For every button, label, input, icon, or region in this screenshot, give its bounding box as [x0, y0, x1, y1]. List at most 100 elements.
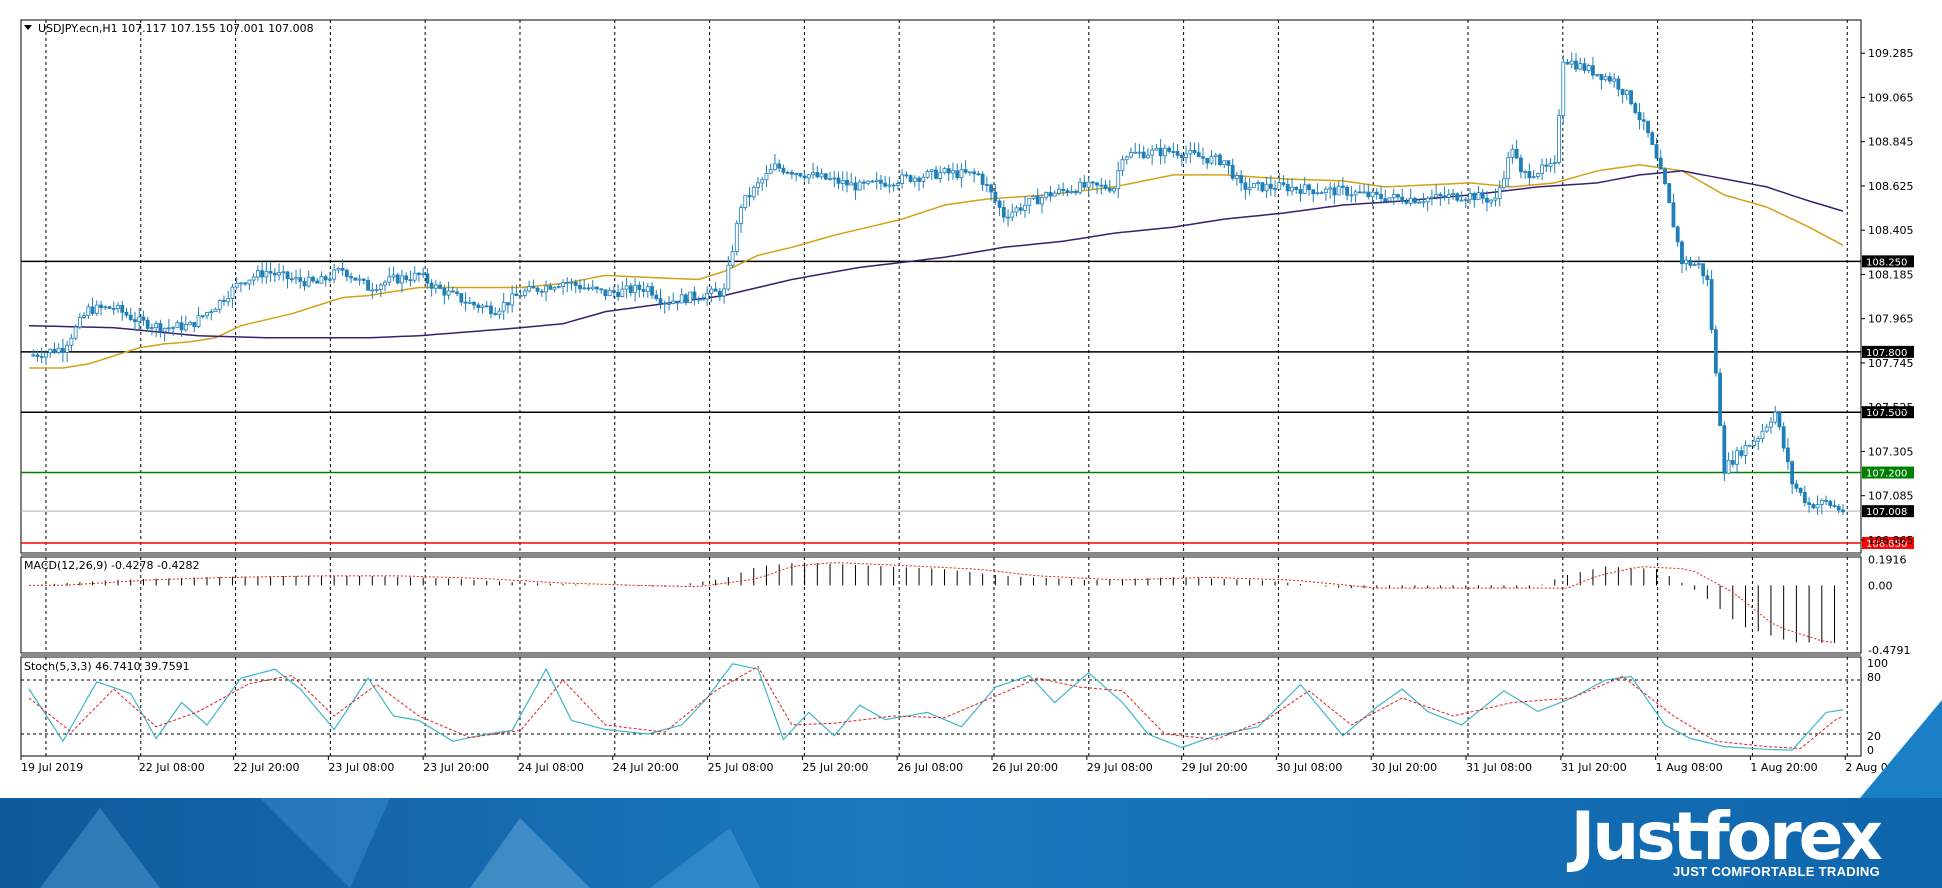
candle-body	[1815, 504, 1820, 509]
candle-body	[77, 317, 82, 328]
candle-body	[1379, 193, 1383, 199]
candle-body	[1769, 421, 1773, 428]
candle-body	[31, 354, 36, 357]
candle-body	[319, 276, 324, 284]
candle-body	[1692, 264, 1697, 266]
candle-body	[984, 184, 989, 186]
candle-body	[675, 300, 680, 304]
candle-body	[150, 327, 154, 329]
candle-body	[1158, 147, 1163, 157]
price-level-label: 107.200	[1866, 469, 1907, 480]
candle-body	[48, 348, 53, 354]
candle-body	[573, 281, 578, 286]
candle-body	[1680, 241, 1684, 265]
candle-body	[111, 308, 116, 310]
candle-body	[1633, 103, 1638, 113]
candle-body	[378, 284, 383, 290]
candle-body	[900, 174, 904, 184]
candle-body	[1065, 190, 1070, 194]
candle-body	[1209, 156, 1214, 164]
price-tick-label: 108.185	[1868, 268, 1914, 281]
candle-body	[1201, 156, 1205, 159]
candle-body	[281, 271, 286, 274]
candle-body	[374, 289, 379, 291]
candle-body	[802, 175, 807, 179]
price-tick-label: 107.085	[1868, 490, 1914, 503]
candle-body	[1641, 119, 1646, 122]
candle-body	[391, 274, 396, 278]
candle-body	[696, 298, 701, 301]
candle-body	[548, 285, 553, 290]
candle-body	[739, 207, 743, 225]
dropdown-arrow-icon[interactable]	[24, 25, 32, 30]
candle-body	[747, 195, 752, 198]
time-label: 23 Jul 08:00	[328, 761, 394, 774]
symbol-header[interactable]: USDJPY.ecn,H1 107.117 107.155 107.001 10…	[38, 22, 314, 35]
candle-body	[756, 182, 760, 188]
price-level-label: 107.500	[1866, 408, 1907, 419]
candle-body	[1756, 438, 1761, 442]
candle-body	[921, 176, 926, 182]
candle-body	[311, 276, 315, 282]
candle-body	[332, 269, 337, 280]
candle-body	[1739, 450, 1744, 456]
candle-body	[1290, 186, 1294, 192]
candle-body	[1531, 176, 1536, 179]
candle-body	[1031, 195, 1036, 200]
candle-body	[476, 304, 481, 308]
time-label: 24 Jul 08:00	[518, 761, 584, 774]
candle-body	[751, 186, 756, 198]
candle-body	[857, 181, 862, 191]
candle-body	[1383, 198, 1388, 202]
candle-body	[1518, 157, 1523, 173]
candle-body	[417, 272, 421, 275]
time-label: 31 Jul 20:00	[1561, 761, 1627, 774]
panel-frame	[20, 556, 1862, 654]
stoch-header: Stoch(5,3,3) 46.7410 39.7591	[24, 660, 190, 673]
candle-body	[667, 303, 671, 305]
candle-body	[1400, 196, 1405, 202]
candle-body	[1073, 190, 1078, 194]
candle-body	[586, 287, 591, 290]
candle-body	[658, 298, 663, 304]
candle-body	[1366, 191, 1371, 198]
time-label: 24 Jul 20:00	[613, 761, 679, 774]
candle-body	[713, 288, 718, 292]
candle-body	[433, 284, 438, 289]
candle-body	[162, 327, 167, 333]
candle-body	[1307, 184, 1311, 191]
candle-body	[395, 274, 400, 284]
time-label: 30 Jul 08:00	[1276, 761, 1342, 774]
candle-body	[1192, 149, 1197, 154]
candle-body	[1506, 156, 1511, 180]
candle-body	[1773, 411, 1778, 423]
candle-body	[951, 170, 955, 174]
candle-body	[1129, 152, 1133, 158]
candle-body	[243, 282, 248, 285]
candle-body	[717, 290, 722, 297]
candle-body	[383, 281, 387, 286]
candle-body	[1790, 461, 1795, 485]
panel-separator	[21, 553, 1861, 557]
candle-body	[52, 348, 57, 353]
candle-body	[213, 308, 218, 313]
candle-body	[497, 310, 502, 316]
candle-body	[35, 354, 40, 357]
candle-body	[1362, 191, 1366, 194]
candle-body	[798, 173, 803, 177]
candle-body	[1205, 157, 1210, 164]
candle-body	[1099, 184, 1104, 187]
candle-body	[446, 290, 451, 296]
candle-body	[349, 276, 354, 279]
time-label: 29 Jul 20:00	[1182, 761, 1248, 774]
candle-body	[1357, 191, 1362, 194]
candle-body	[993, 191, 998, 202]
candle-body	[1146, 154, 1150, 159]
candle-body	[726, 264, 731, 290]
candle-body	[980, 173, 985, 185]
candle-body	[1311, 189, 1316, 195]
candle-body	[912, 177, 917, 182]
candle-body	[323, 276, 328, 281]
candle-body	[1654, 144, 1659, 159]
candle-body	[1696, 263, 1701, 266]
